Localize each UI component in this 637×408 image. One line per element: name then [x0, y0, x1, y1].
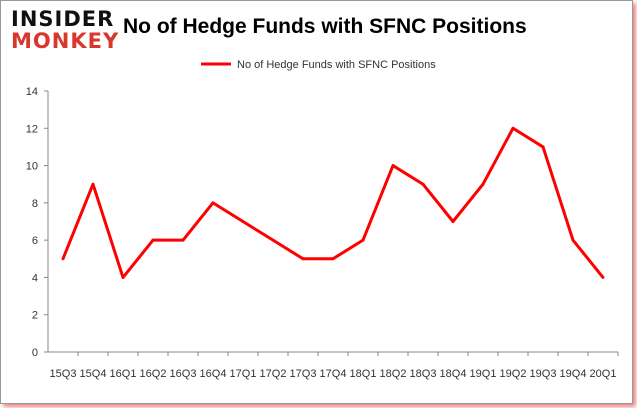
data-point — [91, 182, 95, 186]
x-tick-label: 16Q2 — [140, 368, 167, 380]
x-tick-label: 17Q1 — [230, 368, 257, 380]
data-point — [151, 238, 155, 242]
y-tick-label: 0 — [32, 347, 38, 359]
x-tick-label: 17Q2 — [260, 368, 287, 380]
y-tick-label: 2 — [32, 310, 38, 322]
x-tick-label: 17Q4 — [320, 368, 347, 380]
y-tick-label: 10 — [26, 161, 38, 173]
x-tick-label: 15Q4 — [80, 368, 107, 380]
chart-title: No of Hedge Funds with SFNC Positions — [123, 15, 527, 38]
data-point — [391, 164, 395, 168]
data-point — [601, 275, 605, 279]
x-tick-label: 18Q3 — [410, 368, 437, 380]
logo-monkey: MONKEY — [11, 29, 120, 53]
x-tick-label: 18Q1 — [350, 368, 377, 380]
data-point — [181, 238, 185, 242]
data-point — [301, 257, 305, 261]
x-tick-label: 19Q3 — [530, 368, 557, 380]
data-point — [271, 238, 275, 242]
legend-label: No of Hedge Funds with SFNC Positions — [237, 59, 436, 71]
y-tick-label: 8 — [32, 198, 38, 210]
data-point — [61, 257, 65, 261]
data-point — [241, 220, 245, 223]
x-tick-label: 19Q2 — [500, 368, 527, 380]
data-point — [121, 275, 125, 279]
series-line — [61, 126, 605, 279]
data-point — [451, 220, 455, 223]
data-point — [361, 238, 365, 242]
data-point — [571, 238, 575, 242]
x-tick-label: 15Q3 — [50, 368, 77, 380]
x-tick-label: 16Q1 — [110, 368, 137, 380]
data-point — [211, 201, 215, 205]
x-tick-label: 19Q4 — [560, 368, 587, 380]
data-point — [331, 257, 335, 261]
y-tick-label: 6 — [32, 235, 38, 247]
x-tick-label: 20Q1 — [590, 368, 617, 380]
data-point — [511, 126, 515, 130]
x-tick-label: 19Q1 — [470, 368, 497, 380]
line-chart: No of Hedge Funds with SFNC Positions 0 2… — [26, 59, 619, 380]
y-tick-label: 4 — [32, 272, 38, 284]
logo-insider: INSIDER — [11, 7, 115, 31]
y-tick-label: 12 — [26, 123, 38, 135]
data-point — [541, 145, 545, 149]
x-tick-label: 16Q3 — [170, 368, 197, 380]
x-tick-label: 18Q2 — [380, 368, 407, 380]
data-point — [421, 182, 425, 186]
data-point — [481, 182, 485, 186]
x-tick-label: 18Q4 — [440, 368, 467, 380]
y-tick-label: 14 — [26, 86, 38, 98]
x-tick-label: 17Q3 — [290, 368, 317, 380]
x-tick-label: 16Q4 — [200, 368, 227, 380]
